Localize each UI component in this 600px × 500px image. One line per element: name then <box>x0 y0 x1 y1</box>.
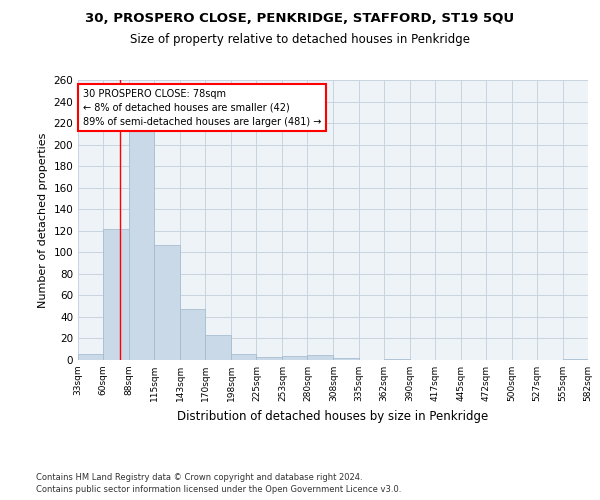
Bar <box>78 354 103 360</box>
Text: Size of property relative to detached houses in Penkridge: Size of property relative to detached ho… <box>130 32 470 46</box>
Bar <box>129 125 154 360</box>
Text: 30, PROSPERO CLOSE, PENKRIDGE, STAFFORD, ST19 5QU: 30, PROSPERO CLOSE, PENKRIDGE, STAFFORD,… <box>85 12 515 26</box>
Bar <box>383 359 410 360</box>
Bar <box>205 335 231 360</box>
Bar <box>154 245 180 360</box>
X-axis label: Distribution of detached houses by size in Penkridge: Distribution of detached houses by size … <box>178 410 488 422</box>
Bar <box>283 356 307 360</box>
Bar <box>563 359 588 360</box>
Bar <box>307 354 334 360</box>
Text: Contains public sector information licensed under the Open Government Licence v3: Contains public sector information licen… <box>36 485 401 494</box>
Bar <box>256 357 283 360</box>
Bar <box>334 358 359 360</box>
Y-axis label: Number of detached properties: Number of detached properties <box>38 132 48 308</box>
Bar <box>180 310 205 360</box>
Bar <box>231 354 256 360</box>
Text: Contains HM Land Registry data © Crown copyright and database right 2024.: Contains HM Land Registry data © Crown c… <box>36 472 362 482</box>
Text: 30 PROSPERO CLOSE: 78sqm
← 8% of detached houses are smaller (42)
89% of semi-de: 30 PROSPERO CLOSE: 78sqm ← 8% of detache… <box>83 88 321 126</box>
Bar <box>103 228 129 360</box>
